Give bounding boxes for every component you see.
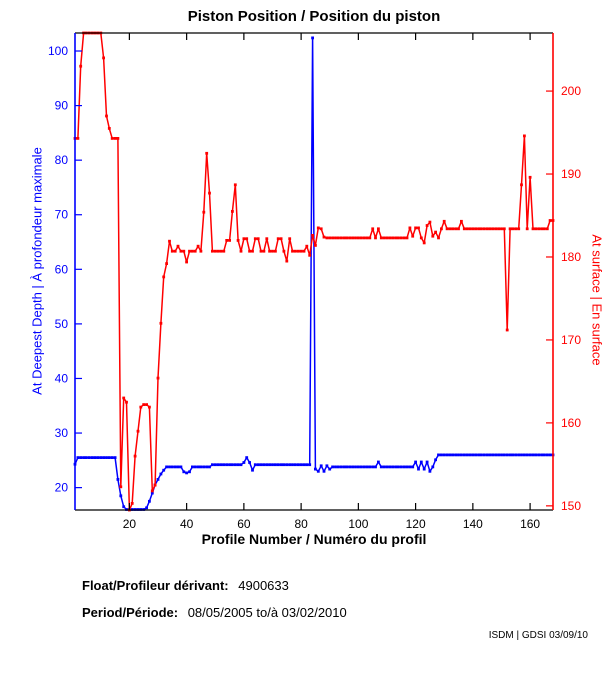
tick-label: 20 bbox=[55, 481, 69, 495]
period-value: 08/05/2005 to/à 03/02/2010 bbox=[187, 605, 347, 620]
tick-label: 100 bbox=[48, 44, 68, 58]
series-deepest-depth bbox=[73, 36, 555, 511]
tick-label: 190 bbox=[561, 167, 581, 181]
tick-label: 80 bbox=[55, 153, 69, 167]
tick-label: 170 bbox=[561, 333, 581, 347]
x-axis-ticks: 20 40 60 80 100 120 140 160 bbox=[123, 33, 540, 531]
tick-label: 180 bbox=[561, 250, 581, 264]
tick-label: 100 bbox=[348, 517, 368, 531]
chart-title: Piston Position / Position du piston bbox=[187, 8, 441, 25]
y-axis-right-ticks: 150 160 170 180 190 200 bbox=[546, 84, 581, 513]
y-axis-left-ticks: 20 30 40 50 60 70 80 90 100 bbox=[48, 44, 82, 495]
tick-label: 30 bbox=[55, 426, 69, 440]
period-label: Period/Période: bbox=[82, 605, 179, 620]
tick-label: 120 bbox=[406, 517, 426, 531]
tick-label: 90 bbox=[55, 99, 69, 113]
tick-label: 40 bbox=[180, 517, 194, 531]
series-group bbox=[73, 31, 555, 512]
y-axis-label-left: At Deepest Depth | À profondeur maximale bbox=[29, 147, 45, 395]
x-axis-label: Profile Number / Numéro du profil bbox=[201, 531, 427, 547]
y-axis-label-right: At surface | En surface bbox=[589, 234, 605, 366]
tick-label: 140 bbox=[463, 517, 483, 531]
float-id-value: 4900633 bbox=[238, 578, 289, 593]
float-id-label: Float/Profileur dérivant: bbox=[82, 578, 229, 593]
tick-label: 60 bbox=[55, 262, 69, 276]
tick-label: 80 bbox=[294, 517, 308, 531]
tick-label: 60 bbox=[237, 517, 251, 531]
tick-label: 70 bbox=[55, 208, 69, 222]
period-line: Period/Période: 08/05/2005 to/à 03/02/20… bbox=[82, 605, 347, 620]
tick-label: 40 bbox=[55, 371, 69, 385]
series-line-deepest-depth bbox=[74, 37, 553, 511]
tick-label: 150 bbox=[561, 499, 581, 513]
credit-text: ISDM | GDSI 03/09/10 bbox=[488, 630, 588, 641]
series-markers-deepest-depth bbox=[73, 36, 555, 511]
float-id-line: Float/Profileur dérivant: 4900633 bbox=[82, 578, 289, 593]
tick-label: 160 bbox=[520, 517, 540, 531]
tick-label: 50 bbox=[55, 317, 69, 331]
tick-label: 20 bbox=[123, 517, 137, 531]
tick-label: 200 bbox=[561, 84, 581, 98]
tick-label: 160 bbox=[561, 416, 581, 430]
